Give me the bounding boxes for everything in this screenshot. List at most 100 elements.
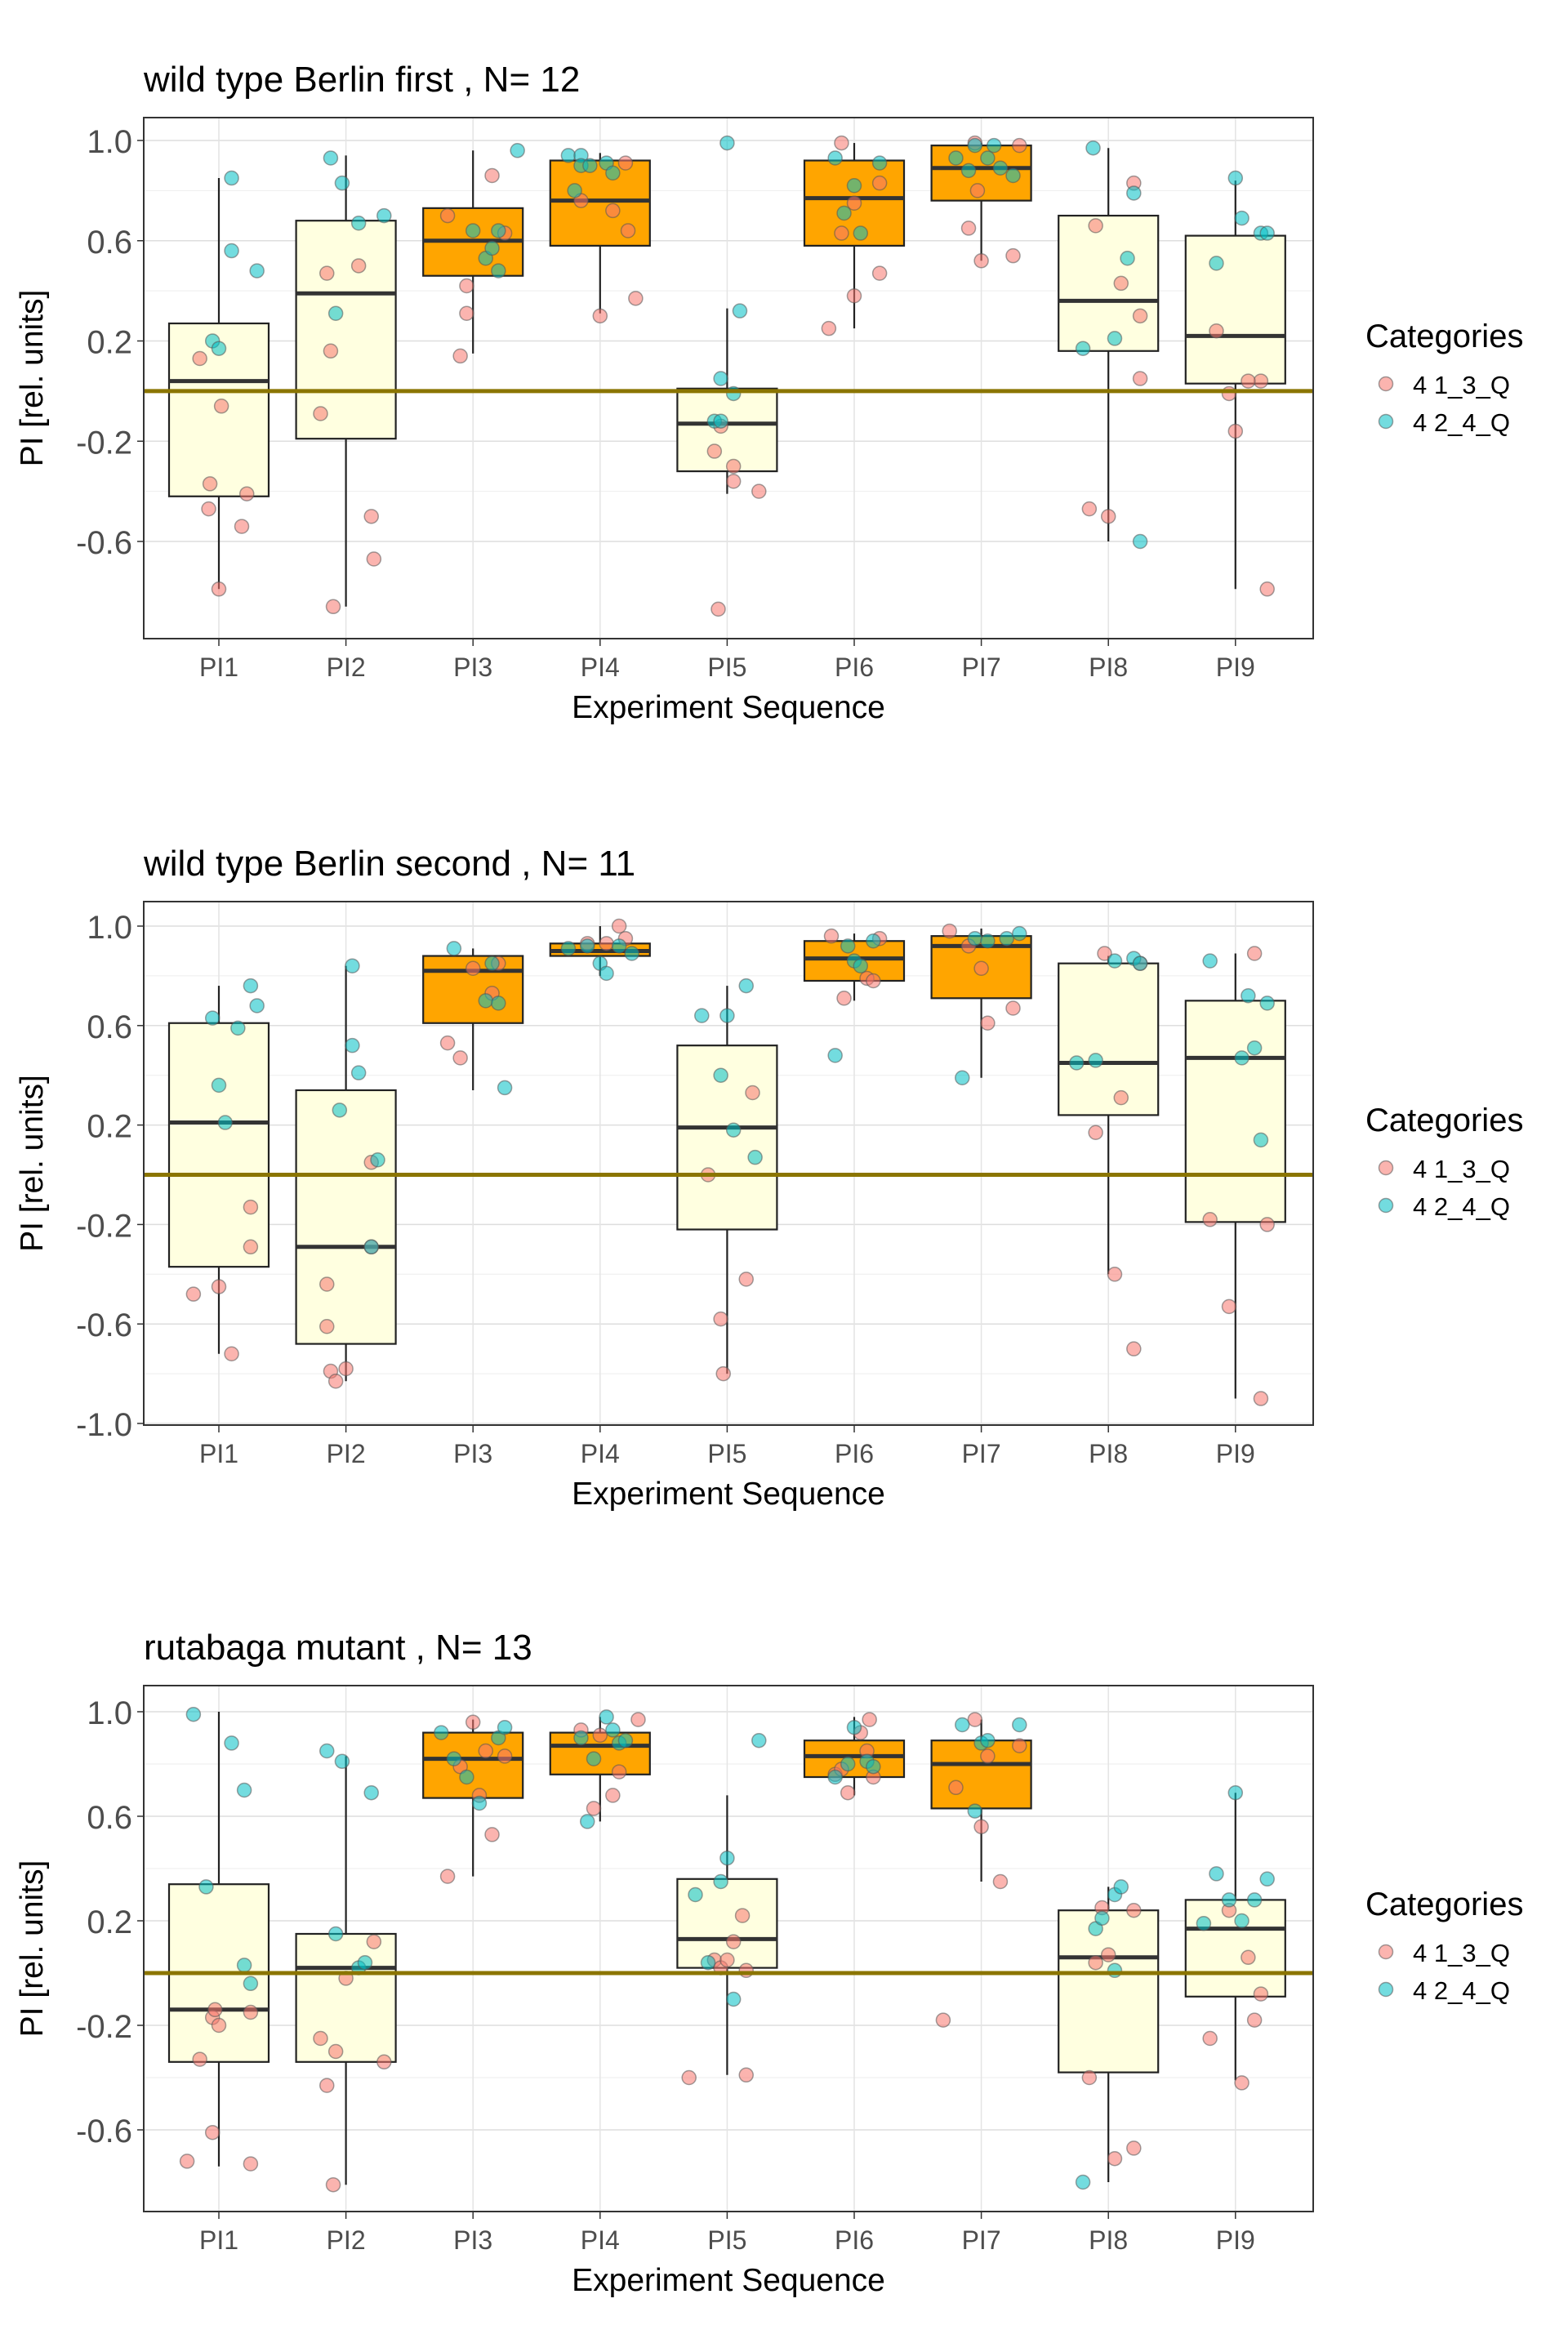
- data-point: [1097, 946, 1112, 961]
- data-point: [1241, 988, 1256, 1004]
- data-point: [1234, 1050, 1250, 1066]
- data-point: [1246, 1892, 1263, 1908]
- data-point: [484, 956, 500, 971]
- data-point: [484, 167, 500, 184]
- data-point: [935, 2012, 951, 2028]
- chart-panel-3: rutabaga mutant , N= 13 1.0 0.6 0.2 -0.2 -0.6…: [15, 1628, 1523, 2298]
- data-point: [582, 158, 598, 173]
- data-point: [439, 1035, 456, 1051]
- x-tick-label: PI7: [962, 1439, 1001, 1468]
- box: [1184, 1000, 1286, 1223]
- data-point: [1259, 225, 1275, 241]
- y-axis-title: PI [rel. units]: [15, 1860, 50, 2038]
- data-point: [681, 2069, 697, 2086]
- data-point: [236, 1958, 252, 1973]
- data-point: [1221, 385, 1237, 402]
- data-point: [471, 1795, 488, 1811]
- data-point: [1081, 501, 1098, 517]
- data-point: [313, 406, 328, 421]
- y-tick-label: -0.6: [76, 525, 132, 561]
- legend-key: [1378, 1981, 1394, 1998]
- legend: Categories 4 1_3_Q 4 2_4_Q: [1365, 1102, 1523, 1221]
- data-point: [719, 1850, 735, 1866]
- data-point: [871, 175, 888, 191]
- data-point: [836, 205, 852, 221]
- data-point: [713, 371, 728, 386]
- data-point: [1253, 1132, 1269, 1148]
- data-point: [1234, 2075, 1250, 2091]
- data-point: [243, 1976, 259, 1992]
- y-tick-label: 0.2: [87, 325, 132, 361]
- data-point: [1253, 1391, 1269, 1406]
- box: [167, 1022, 270, 1268]
- data-point: [871, 155, 888, 171]
- data-point: [327, 1373, 344, 1389]
- data-point: [1234, 1913, 1250, 1929]
- data-point: [1005, 1000, 1021, 1016]
- box: [1058, 214, 1160, 352]
- data-point: [198, 1879, 214, 1895]
- data-point: [350, 258, 367, 274]
- data-point: [747, 1149, 763, 1165]
- x-tick-label: PI9: [1216, 2225, 1255, 2255]
- data-point: [459, 1769, 474, 1785]
- data-point: [204, 1010, 220, 1026]
- data-point: [617, 1732, 634, 1748]
- data-point: [579, 938, 595, 954]
- x-axis-title: Experiment Sequence: [572, 1477, 885, 1512]
- data-point: [234, 519, 250, 534]
- data-point: [185, 1706, 202, 1722]
- data-point: [1132, 308, 1148, 324]
- y-tick-label: 1.0: [87, 124, 132, 160]
- data-point: [224, 1346, 239, 1361]
- data-point: [592, 1727, 608, 1744]
- data-point: [827, 150, 843, 166]
- box: [295, 1932, 397, 2063]
- data-point: [967, 930, 983, 947]
- data-point: [620, 223, 636, 238]
- data-point: [439, 207, 456, 224]
- data-point: [713, 1873, 728, 1890]
- data-point: [834, 225, 849, 241]
- data-point: [986, 137, 1002, 154]
- data-point: [478, 1743, 494, 1759]
- box: [803, 1740, 906, 1779]
- data-point: [751, 1732, 767, 1748]
- data-point: [497, 1080, 513, 1096]
- x-tick-label: PI1: [199, 653, 238, 682]
- legend-label: 4 1_3_Q: [1413, 371, 1510, 399]
- data-point: [452, 1050, 468, 1066]
- x-tick-label: PI7: [962, 2225, 1001, 2255]
- data-point: [1132, 533, 1148, 550]
- data-point: [1132, 956, 1148, 971]
- data-point: [327, 305, 344, 321]
- data-point: [224, 1735, 239, 1751]
- x-tick-label: PI6: [835, 653, 874, 682]
- data-point: [611, 938, 627, 954]
- chart-title: rutabaga mutant , N= 13: [144, 1628, 532, 1668]
- data-point: [1209, 1866, 1224, 1882]
- data-point: [1012, 1738, 1027, 1753]
- x-tick-label: PI7: [962, 653, 1001, 682]
- data-point: [249, 998, 265, 1013]
- boxplot-PI9: [1184, 180, 1286, 590]
- data-point: [725, 1934, 742, 1949]
- boxplot-PI1: [167, 986, 270, 1354]
- data-point: [332, 1102, 348, 1118]
- data-point: [738, 2067, 754, 2083]
- y-tick-label: -0.2: [76, 425, 132, 461]
- data-point: [319, 2078, 335, 2093]
- plot-border: [143, 1685, 1314, 2212]
- data-point: [1126, 185, 1142, 201]
- data-point: [725, 385, 742, 402]
- data-point: [213, 399, 229, 414]
- y-tick-label: 0.6: [87, 1009, 132, 1045]
- y-tick-label: -0.2: [76, 2009, 132, 2045]
- data-point: [745, 1085, 760, 1101]
- legend-label: 4 1_3_Q: [1413, 1939, 1510, 1967]
- x-tick-label: PI5: [707, 2225, 746, 2255]
- data-point: [1241, 373, 1256, 389]
- data-point: [230, 1020, 246, 1036]
- data-point: [363, 1239, 379, 1255]
- box: [1058, 1909, 1160, 2074]
